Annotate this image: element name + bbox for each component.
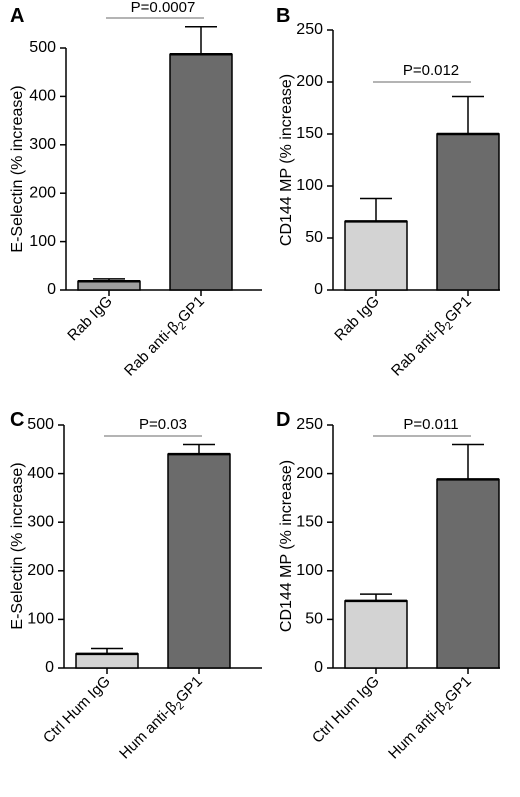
panel-letter: B xyxy=(276,5,290,27)
y-tick-label: 300 xyxy=(27,513,54,530)
bar-control xyxy=(77,280,141,291)
x-category-label: Rab IgG xyxy=(331,293,383,345)
bar-control xyxy=(344,220,408,291)
y-tick-label: 50 xyxy=(305,229,323,246)
x-category-label: Rab IgG xyxy=(64,293,116,345)
x-category-label: Rab anti-β2GP1 xyxy=(121,293,210,382)
y-tick-label: 0 xyxy=(47,281,56,298)
panel-b: B CD144 MP (% increase) 0 50 100 150 200 250 Rab… xyxy=(276,5,500,382)
y-axis-label: E-Selectin (% increase) xyxy=(9,462,26,629)
x-category-label: Rab anti-β2GP1 xyxy=(388,293,477,382)
bar-treatment xyxy=(436,133,500,291)
y-tick-label: 200 xyxy=(296,73,323,90)
p-value-label: P=0.011 xyxy=(403,416,458,433)
bar-control xyxy=(75,653,139,669)
panel-c: C E-Selectin (% increase) 0 100 200 300 400 500… xyxy=(9,409,262,765)
y-tick-label: 400 xyxy=(29,88,56,105)
panel-d: D CD144 MP (% increase) 0 50 100 150 200 250 Ctr… xyxy=(276,409,500,765)
y-tick-label: 100 xyxy=(296,177,323,194)
panel-a: A E-Selectin (% increase) 0 100 200 300 400 500… xyxy=(9,0,262,382)
y-tick-label: 150 xyxy=(296,513,323,530)
bar-treatment xyxy=(167,453,231,669)
y-tick-label: 0 xyxy=(314,659,323,676)
bar-treatment xyxy=(436,478,500,669)
y-tick-label: 100 xyxy=(296,562,323,579)
y-tick-label: 400 xyxy=(27,465,54,482)
y-tick-label: 150 xyxy=(296,125,323,142)
panel-letter: C xyxy=(10,409,24,431)
x-category-label: Hum anti-β2GP1 xyxy=(116,673,208,765)
y-tick-label: 250 xyxy=(296,416,323,433)
bar-control xyxy=(344,600,408,669)
y-tick-label: 50 xyxy=(305,611,323,628)
bar-treatment xyxy=(169,53,233,291)
panel-letter: A xyxy=(10,5,24,27)
panel-letter: D xyxy=(276,409,290,431)
y-tick-label: 100 xyxy=(27,611,54,628)
y-tick-label: 500 xyxy=(29,39,56,56)
y-tick-label: 100 xyxy=(29,233,56,250)
p-value-label: P=0.03 xyxy=(139,416,187,433)
x-category-label: Ctrl Hum IgG xyxy=(309,673,383,747)
y-tick-label: 200 xyxy=(27,562,54,579)
y-tick-label: 200 xyxy=(29,184,56,201)
y-axis-label: E-Selectin (% increase) xyxy=(9,85,26,252)
y-axis-label: CD144 MP (% increase) xyxy=(278,460,295,632)
y-tick-label: 250 xyxy=(296,21,323,38)
y-tick-label: 300 xyxy=(29,136,56,153)
x-category-label: Hum anti-β2GP1 xyxy=(385,673,477,765)
y-axis-label: CD144 MP (% increase) xyxy=(278,74,295,246)
y-tick-label: 0 xyxy=(314,281,323,298)
p-value-label: P=0.0007 xyxy=(131,0,196,16)
p-value-label: P=0.012 xyxy=(403,62,459,79)
y-tick-label: 0 xyxy=(45,659,54,676)
y-tick-label: 500 xyxy=(27,416,54,433)
y-tick-label: 200 xyxy=(296,465,323,482)
x-category-label: Ctrl Hum IgG xyxy=(40,673,114,747)
